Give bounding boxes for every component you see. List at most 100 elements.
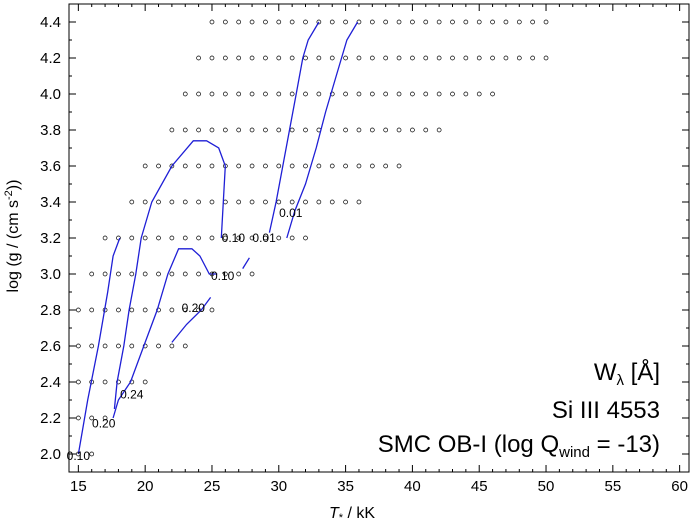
contour-label: 0.20 (182, 301, 206, 315)
grid-point (316, 163, 322, 169)
grid-point (209, 199, 215, 205)
grid-point (436, 127, 442, 133)
grid-point (356, 163, 362, 169)
grid-point (76, 415, 81, 421)
grid-point (543, 19, 549, 25)
grid-point (343, 19, 348, 25)
grid-point (102, 415, 108, 421)
grid-point (263, 19, 268, 25)
grid-point (116, 343, 121, 349)
y-tick-label: 3.4 (40, 194, 61, 211)
contour-label: 0.01 (279, 206, 303, 220)
grid-point (329, 199, 335, 205)
y-tick-label: 3.2 (40, 230, 61, 247)
grid-point (209, 235, 215, 241)
grid-point (436, 91, 442, 97)
grid-point (263, 127, 268, 133)
grid-point (129, 199, 135, 205)
grid-point (249, 235, 255, 241)
grid-point (196, 235, 201, 241)
grid-point (263, 199, 268, 205)
grid-point (182, 127, 188, 133)
grid-point (222, 55, 228, 61)
grid-point (369, 19, 375, 25)
grid-point (369, 91, 375, 97)
contour-label: 0.20 (92, 416, 116, 430)
grid-point (249, 199, 255, 205)
grid-point (102, 235, 108, 241)
grid-point (383, 163, 389, 169)
grid-point (463, 19, 469, 25)
annotation-line-3: SMC OB-I (log Qwind = -13) (378, 431, 660, 461)
grid-point (182, 271, 188, 277)
grid-point (182, 91, 188, 97)
grid-point (209, 55, 215, 61)
grid-point (156, 235, 161, 241)
grid-point (196, 163, 201, 169)
grid-point (369, 163, 375, 169)
x-tick-label: 55 (604, 478, 621, 495)
grid-point (276, 19, 282, 25)
y-tick-label: 4.4 (40, 14, 61, 31)
annotation-line-2: Si III 4553 (552, 397, 660, 424)
grid-point (436, 19, 442, 25)
y-tick-label: 2.2 (40, 410, 61, 427)
x-tick-label: 15 (70, 478, 87, 495)
grid-point (142, 271, 148, 277)
grid-point (543, 55, 549, 61)
grid-point (129, 307, 135, 313)
x-tick-label: 50 (538, 478, 555, 495)
grid-point (289, 235, 295, 241)
grid-point (89, 343, 95, 349)
annotation-line-1: Wλ [Å] (594, 358, 660, 389)
grid-point (249, 163, 255, 169)
grid-point (423, 91, 429, 97)
x-tick-label: 30 (270, 478, 287, 495)
grid-point (383, 19, 389, 25)
grid-point (196, 91, 201, 97)
contour-label: 0.10 (211, 269, 235, 283)
grid-point (530, 19, 536, 25)
grid-point (169, 127, 175, 133)
grid-point (142, 307, 148, 313)
grid-point (303, 91, 308, 97)
grid-point (276, 91, 282, 97)
grid-point (236, 163, 242, 169)
grid-point (249, 55, 255, 61)
grid-point (156, 343, 161, 349)
contour-line (268, 21, 320, 233)
grid-point (222, 19, 228, 25)
grid-point (289, 163, 295, 169)
grid-point (490, 91, 495, 97)
grid-point (289, 19, 295, 25)
annotation: Wλ [Å] Si III 4553 SMC OB-I (log Qwind =… (378, 358, 660, 461)
grid-point (169, 307, 175, 313)
grid-point (516, 19, 522, 25)
grid-point (423, 19, 429, 25)
x-tick-label: 20 (137, 478, 154, 495)
grid-point (236, 199, 242, 205)
contour-line (112, 248, 218, 419)
grid-point (503, 55, 509, 61)
grid-point (236, 271, 242, 277)
grid-point (156, 271, 161, 277)
contour-lines (77, 21, 359, 455)
grid-point (142, 199, 148, 205)
grid-point (102, 343, 108, 349)
grid-point (476, 91, 482, 97)
grid-point (450, 91, 455, 97)
contour-line (286, 21, 359, 239)
grid-point (423, 55, 429, 61)
contour-labels: 0.01 0.10 0.01 0.10 0.20 0.24 0.20 0.10 (67, 206, 303, 463)
grid-point (303, 235, 308, 241)
grid-point (476, 55, 482, 61)
grid-point (276, 235, 282, 241)
grid-point (222, 271, 228, 277)
grid-point (369, 55, 375, 61)
grid-point (249, 127, 255, 133)
grid-point (383, 55, 389, 61)
grid-point (303, 55, 308, 61)
grid-point (450, 55, 455, 61)
grid-point (196, 55, 201, 61)
